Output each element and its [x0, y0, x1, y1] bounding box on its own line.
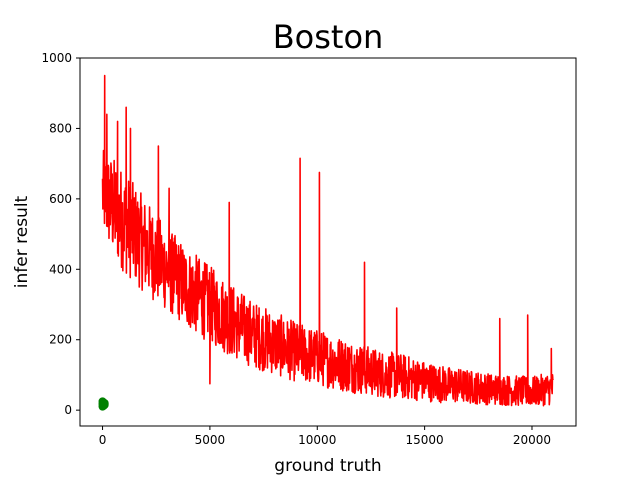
y-tick-label: 0: [64, 403, 72, 417]
series-line: [101, 74, 554, 407]
y-axis: 0 200 400 600 800 1000: [41, 51, 80, 417]
axes-frame: [79, 57, 577, 427]
x-tick-label: 10000: [298, 433, 336, 447]
x-tick-label: 15000: [406, 433, 444, 447]
y-tick-label: 800: [49, 121, 72, 135]
y-tick-label: 1000: [41, 51, 72, 65]
plot-area: [98, 74, 554, 411]
y-tick-label: 200: [49, 333, 72, 347]
x-tick-label: 20000: [513, 433, 551, 447]
scatter-point: [100, 399, 109, 408]
x-axis: 0 5000 10000 15000 20000: [99, 426, 551, 447]
chart-title: Boston: [273, 18, 384, 56]
y-axis-label: infer result: [12, 195, 32, 288]
y-tick-label: 600: [49, 192, 72, 206]
x-axis-label: ground truth: [274, 456, 381, 476]
x-tick-label: 5000: [195, 433, 226, 447]
x-tick-label: 0: [99, 433, 107, 447]
y-tick-label: 400: [49, 262, 72, 276]
